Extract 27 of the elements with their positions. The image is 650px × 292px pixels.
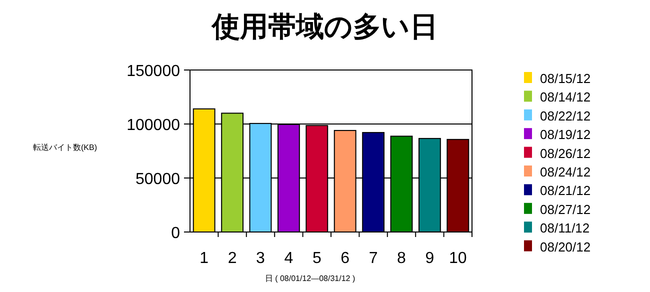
y-tick-label: 150000 [126,63,180,80]
legend-label: 08/21/12 [540,183,591,198]
x-tick-label: 1 [200,250,209,267]
legend-label: 08/26/12 [540,146,591,161]
y-tick-label: 100000 [126,117,180,134]
x-tick-label: 5 [312,250,322,267]
chart-title: 使用帯域の多い日 [211,11,438,42]
x-tick-label: 6 [340,250,350,267]
x-tick-label: 8 [397,250,406,267]
y-axis-title: 転送バイト数(KB) [33,143,98,152]
legend-label: 08/27/12 [540,202,591,217]
y-tick-label: 0 [171,225,180,242]
x-tick-label: 7 [368,250,378,267]
legend-label: 08/11/12 [540,220,590,236]
legend-label: 08/15/12 [540,71,591,86]
x-tick-label: 2 [228,250,237,267]
y-tick-label: 50000 [136,171,180,188]
x-tick-label: 9 [425,250,434,267]
legend-label: 08/20/12 [540,239,591,254]
x-tick-label: 10 [449,250,467,267]
legend-label: 08/14/12 [540,90,591,105]
x-axis-title: 日 ( 08/01/12—08/31/12 ) [264,274,356,283]
x-tick-label: 3 [256,250,266,267]
legend-label: 08/22/12 [540,108,591,124]
x-tick-label: 4 [284,250,294,267]
legend-label: 08/24/12 [540,164,591,180]
legend-label: 08/19/12 [540,127,591,142]
